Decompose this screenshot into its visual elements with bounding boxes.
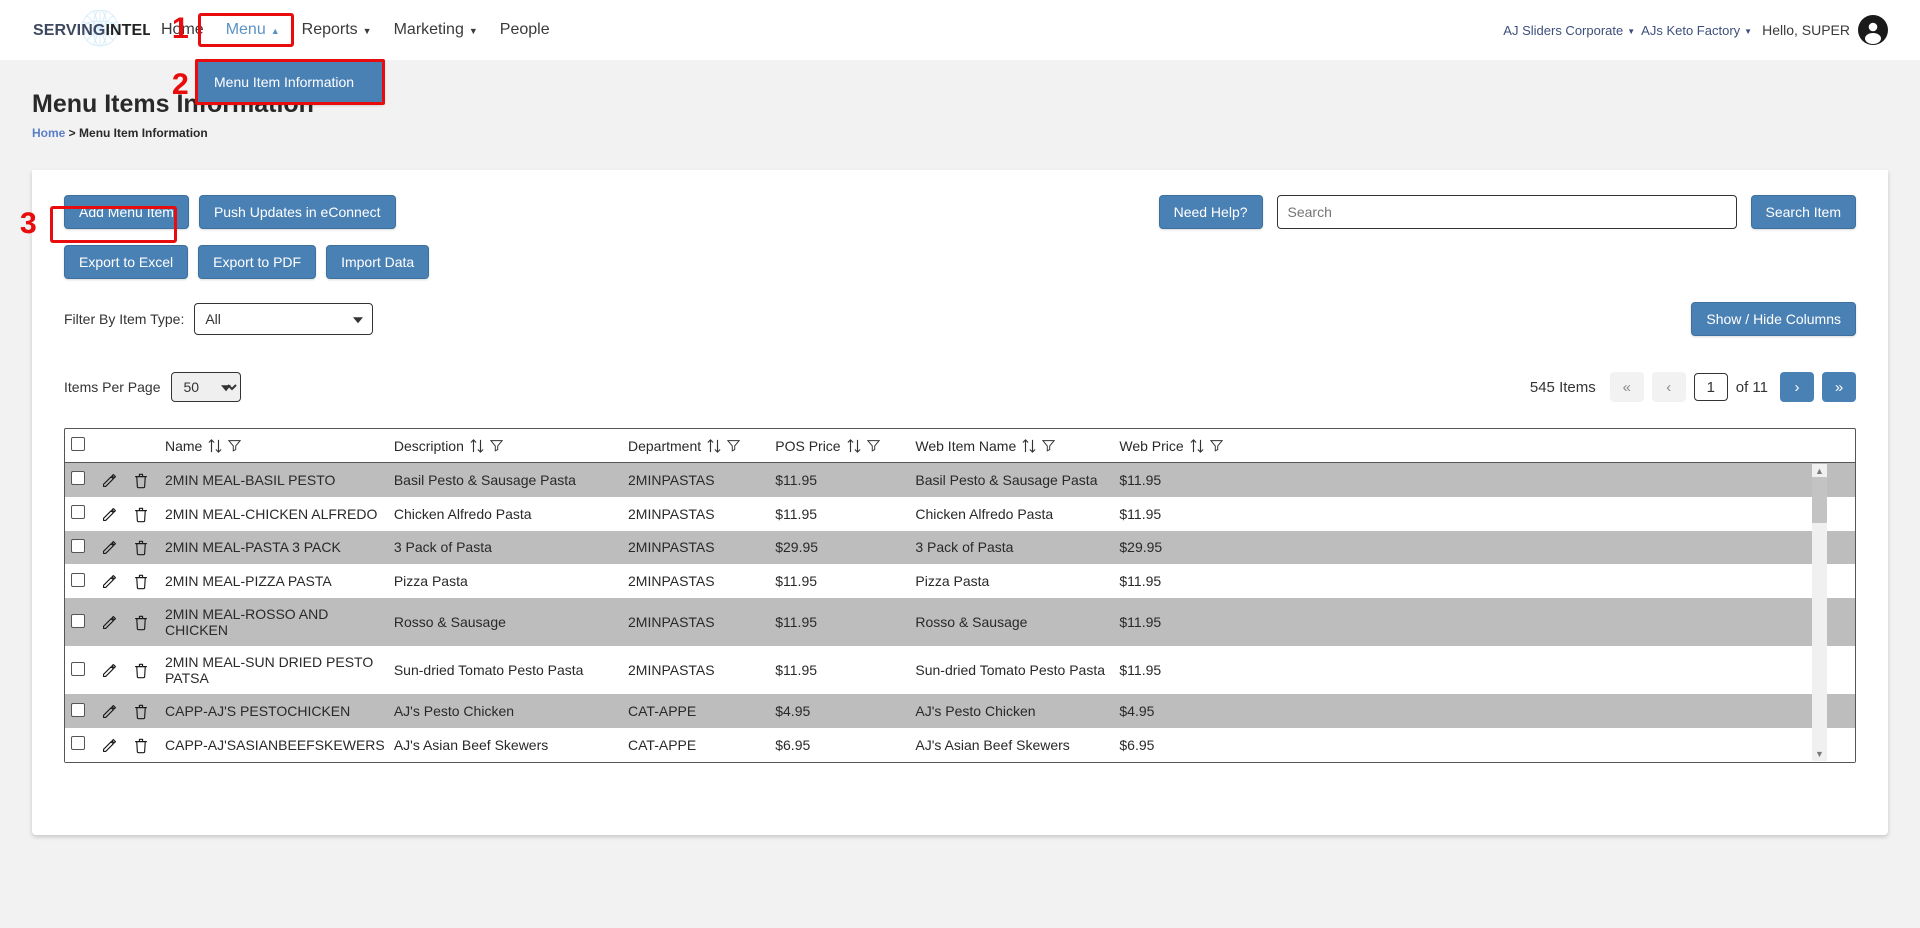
svg-text:SERVINGINTEL: SERVINGINTEL (33, 22, 150, 39)
